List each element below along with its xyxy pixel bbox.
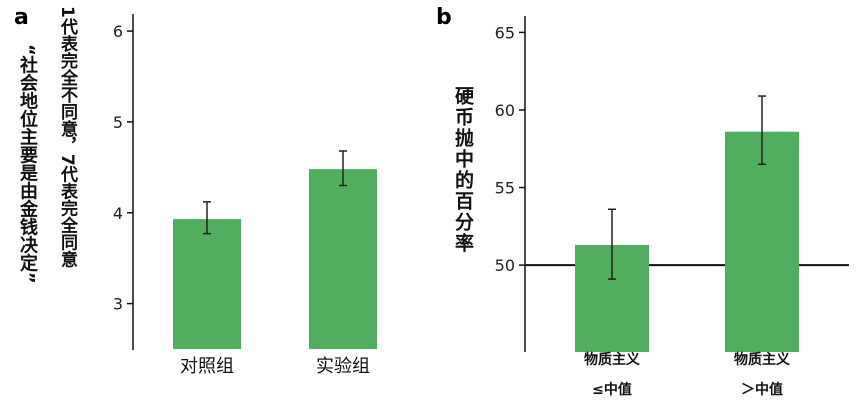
chart-a-ytick-label: 3 xyxy=(113,295,123,314)
chart-a: 3 4 5 6 对照组 实验组 xyxy=(113,14,377,377)
chart-b-ytick-label: 65 xyxy=(495,23,515,42)
chart-b-bar xyxy=(725,131,799,352)
chart-b-ytick-label: 50 xyxy=(495,256,515,275)
chart-b-ylabel: 硬币抛中的百分率 xyxy=(452,86,474,254)
chart-b: 50 55 60 65 物质主义 ≤中值 物质主义 ＞中值 xyxy=(495,16,849,398)
chart-a-ytick-label: 5 xyxy=(113,113,123,132)
panel-label-a: a xyxy=(14,5,29,30)
chart-a-ytick-label: 4 xyxy=(113,204,123,223)
chart-b-ytick-label: 60 xyxy=(495,101,515,120)
panel-label-b: b xyxy=(436,5,452,30)
chart-a-ytick-label: 6 xyxy=(113,22,123,41)
chart-b-ytick-label: 55 xyxy=(495,179,515,198)
chart-b-category-label-line2: ≤中值 xyxy=(592,381,632,398)
chart-a-category-label: 实验组 xyxy=(316,356,370,377)
chart-a-ylabel-line2: 1代表完全不同意，7代表完全同意 xyxy=(57,6,77,268)
chart-a-category-label: 对照组 xyxy=(180,356,234,377)
chart-b-category-label-line2: ＞中值 xyxy=(741,381,783,398)
chart-a-bar xyxy=(173,219,241,349)
chart-a-bar xyxy=(309,169,377,349)
chart-b-category-label-line1: 物质主义 xyxy=(734,351,790,368)
chart-a-ylabel-line1: “社会地位主要是由金钱决定” xyxy=(17,44,38,284)
chart-b-category-label-line1: 物质主义 xyxy=(584,351,640,368)
